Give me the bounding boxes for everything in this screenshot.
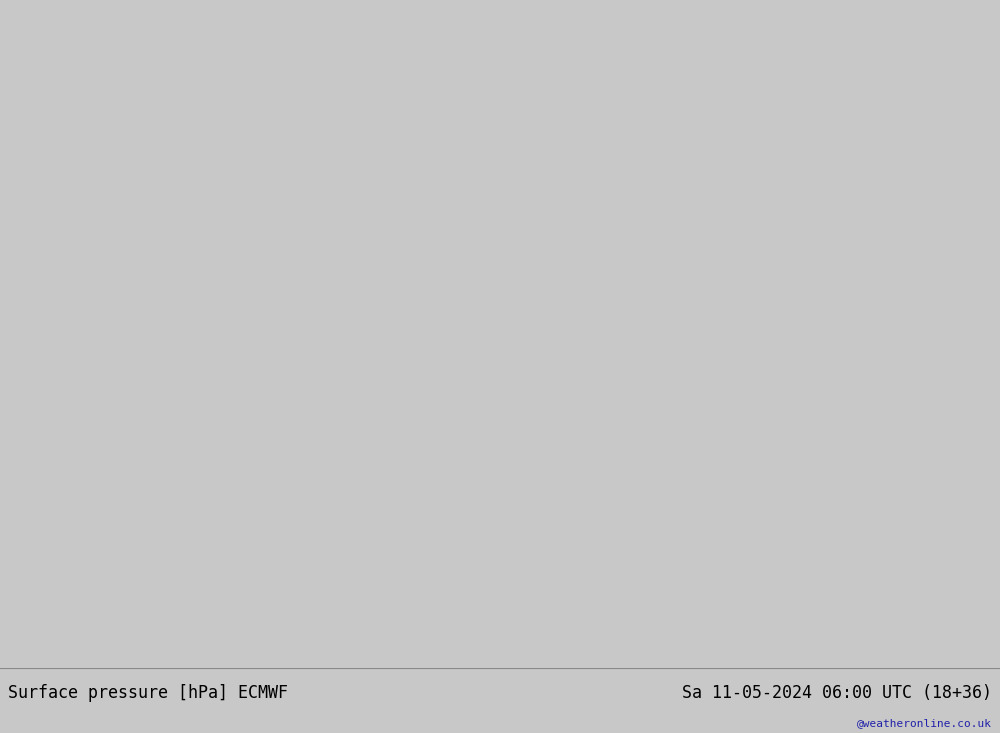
Text: @weatheronline.co.uk: @weatheronline.co.uk <box>857 718 992 728</box>
Text: Sa 11-05-2024 06:00 UTC (18+36): Sa 11-05-2024 06:00 UTC (18+36) <box>682 684 992 702</box>
Text: Surface pressure [hPa] ECMWF: Surface pressure [hPa] ECMWF <box>8 684 288 702</box>
